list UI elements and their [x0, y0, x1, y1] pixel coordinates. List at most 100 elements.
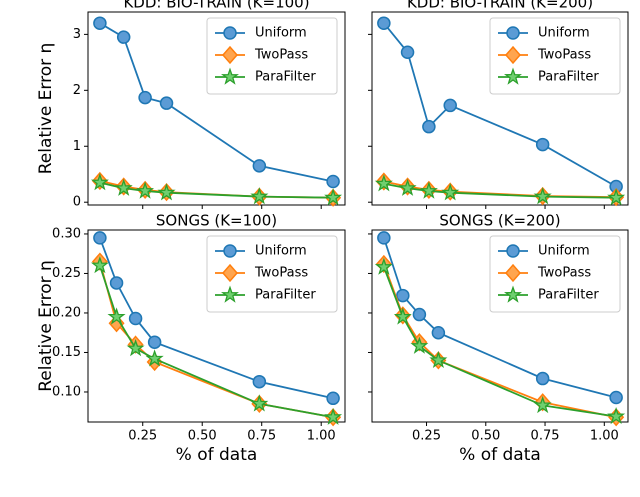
legend: Uniform TwoPass ParaFilter — [489, 17, 621, 95]
y-tick-label: 0.30 — [52, 226, 81, 241]
marker — [410, 336, 429, 354]
x-axis-label: % of data — [176, 445, 258, 465]
marker — [609, 390, 623, 405]
x-tick-label: 0.50 — [471, 429, 500, 444]
x-tick-label: 0.75 — [247, 429, 276, 444]
plot-frame — [87, 11, 346, 206]
legend-label: Uniform — [255, 26, 307, 41]
series — [374, 257, 626, 425]
legend: Uniform TwoPass ParaFilter — [206, 17, 338, 95]
legend-label: ParaFilter — [255, 70, 316, 85]
y-tick-label: 0.25 — [52, 266, 81, 281]
series-line — [383, 237, 617, 399]
legend-label: TwoPass — [254, 48, 308, 63]
panel-title: KDD: BIO-TRAIN (K=100) — [123, 0, 309, 12]
y-axis-label: Relative Error η — [36, 43, 56, 175]
legend: Uniform TwoPass ParaFilter — [206, 235, 338, 313]
marker — [533, 395, 552, 414]
legend-marker — [221, 67, 239, 85]
marker — [396, 288, 410, 303]
series — [93, 231, 340, 406]
legend-label: ParaFilter — [255, 288, 316, 303]
plot-frame — [87, 229, 346, 423]
series-line — [99, 237, 334, 400]
legend-label: Uniform — [255, 244, 307, 259]
marker — [398, 178, 417, 196]
legend-label: ParaFilter — [538, 288, 599, 303]
legend-label: Uniform — [538, 26, 590, 41]
x-tick-label: 0.25 — [412, 429, 441, 444]
marker — [443, 98, 457, 113]
y-tick-label: 1 — [73, 139, 81, 154]
marker — [157, 183, 176, 201]
marker — [422, 119, 436, 134]
y-tick-label: 0.20 — [52, 305, 81, 320]
marker — [114, 178, 133, 196]
legend-marker — [504, 285, 522, 303]
legend-marker — [504, 67, 522, 85]
marker — [159, 96, 174, 110]
series — [90, 173, 343, 206]
marker — [128, 311, 143, 326]
y-tick-label: 2 — [73, 83, 81, 98]
marker — [126, 339, 145, 357]
marker — [107, 307, 126, 325]
panel-title: KDD: BIO-TRAIN (K=200) — [407, 0, 593, 12]
marker — [377, 16, 391, 30]
legend-marker — [506, 244, 520, 258]
y-tick-label: 0 — [73, 195, 81, 210]
legend-label: TwoPass — [254, 266, 308, 281]
legend-box — [489, 17, 621, 95]
x-tick-label: 1.00 — [307, 429, 336, 444]
marker — [93, 231, 107, 245]
marker — [533, 187, 552, 205]
marker — [607, 188, 626, 206]
legend-label: Uniform — [538, 244, 590, 259]
marker — [250, 187, 269, 205]
series — [90, 256, 343, 425]
marker — [377, 231, 391, 245]
marker — [136, 181, 155, 199]
marker — [374, 174, 393, 192]
legend-marker — [222, 263, 238, 283]
legend-label: TwoPass — [537, 48, 591, 63]
marker — [374, 257, 393, 275]
x-axis-label: % of data — [459, 445, 541, 465]
legend-marker — [223, 26, 237, 40]
x-tick-label: 1.00 — [590, 429, 619, 444]
y-axis-label: Relative Error η — [36, 260, 56, 392]
marker — [326, 174, 340, 189]
marker — [138, 90, 152, 105]
legend-marker — [221, 285, 239, 303]
x-tick-label: 0.50 — [188, 429, 217, 444]
plot-frame — [371, 11, 629, 206]
legend-marker — [505, 45, 521, 65]
marker — [535, 371, 550, 386]
legend-marker — [223, 244, 237, 258]
marker — [431, 325, 446, 340]
x-tick-label: 0.75 — [531, 429, 560, 444]
series — [377, 231, 623, 405]
marker — [252, 374, 267, 389]
marker — [607, 407, 626, 425]
y-tick-label: 0.10 — [52, 384, 81, 399]
legend-label: TwoPass — [537, 266, 591, 281]
series — [93, 16, 340, 189]
panel-title: SONGS (K=100) — [156, 212, 277, 230]
marker — [250, 394, 269, 412]
marker — [412, 307, 427, 322]
panel-title: SONGS (K=200) — [439, 212, 560, 230]
marker — [90, 173, 109, 191]
marker — [109, 276, 124, 290]
marker — [147, 335, 162, 349]
legend-marker — [505, 263, 521, 283]
marker — [535, 137, 550, 152]
legend-box — [206, 17, 338, 95]
legend-box — [206, 235, 338, 313]
legend-box — [489, 235, 621, 313]
marker — [441, 183, 460, 201]
marker — [252, 159, 267, 173]
marker — [145, 349, 164, 367]
y-tick-label: 3 — [73, 27, 81, 42]
legend: Uniform TwoPass ParaFilter — [489, 235, 621, 313]
